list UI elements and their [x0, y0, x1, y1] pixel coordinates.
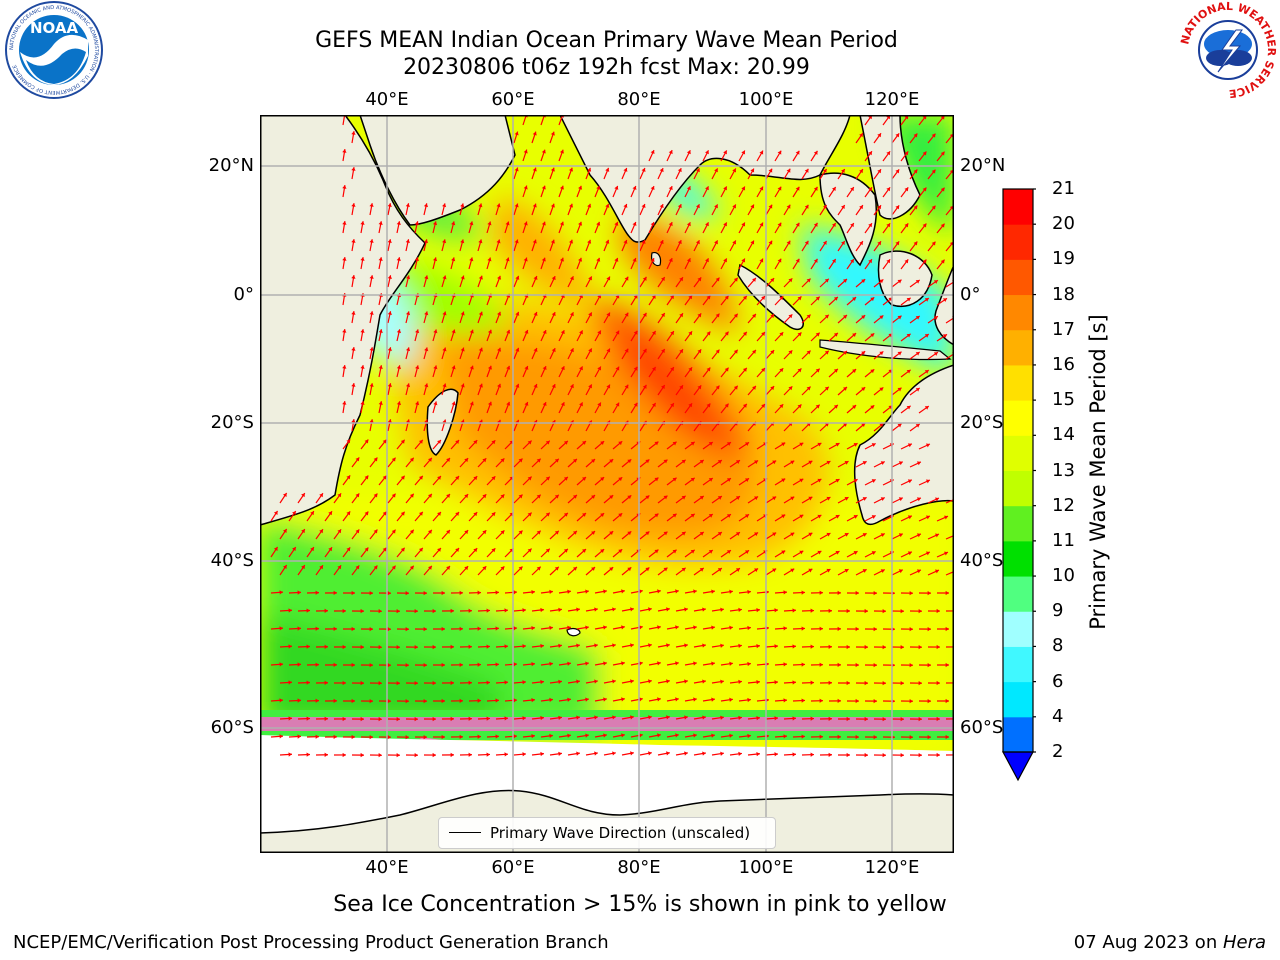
- footer-date: 07 Aug 2023 on Hera: [1074, 933, 1266, 953]
- lon-label-bottom-40e: 40°E: [365, 857, 409, 878]
- legend-label: Primary Wave Direction (unscaled): [490, 824, 751, 842]
- title-line-2: 20230806 t06z 192h fcst Max: 20.99: [403, 55, 810, 80]
- colorbar-tick-label: 18: [1052, 283, 1075, 305]
- lon-label-top-60e: 60°E: [491, 89, 535, 110]
- footer-date-text: 07 Aug 2023 on: [1073, 932, 1223, 953]
- colorbar-tick-label: 11: [1052, 529, 1075, 551]
- map-legend: Primary Wave Direction (unscaled): [438, 817, 776, 849]
- lat-label-left-60s: 60°S: [210, 717, 254, 738]
- sumatra-landmass: [737, 263, 804, 331]
- colorbar-tick-label: 17: [1052, 318, 1075, 340]
- colorbar-band: [1003, 646, 1033, 683]
- lon-label-top-100e: 100°E: [738, 89, 794, 110]
- colorbar-tick-label: 10: [1052, 565, 1075, 587]
- colorbar-tick-label: 20: [1052, 213, 1075, 235]
- colorbar-tick-label: 2: [1052, 741, 1064, 762]
- lat-label-right-20n: 20°N: [960, 155, 1006, 176]
- colorbar-tick-label: 21: [1052, 178, 1075, 199]
- lat-label-right-20s: 20°S: [960, 412, 1004, 433]
- footer-machine: Hera: [1222, 932, 1266, 953]
- lat-label-left-0: 0°: [233, 284, 254, 305]
- colorbar-band: [1003, 505, 1033, 542]
- noaa-logo-text: NOAA: [30, 19, 79, 37]
- colorbar-band: [1003, 224, 1033, 260]
- lon-label-bottom-80e: 80°E: [617, 857, 661, 878]
- colorbar-band: [1003, 681, 1033, 718]
- colorbar: [1001, 188, 1036, 782]
- colorbar-band: [1003, 611, 1033, 647]
- lon-label-bottom-100e: 100°E: [738, 857, 794, 878]
- title-line-1: GEFS MEAN Indian Ocean Primary Wave Mean…: [315, 28, 898, 53]
- lat-label-left-40s: 40°S: [210, 550, 254, 571]
- colorbar-tick-label: 8: [1052, 635, 1064, 657]
- wave-period-map: [260, 115, 954, 853]
- footer-branch: NCEP/EMC/Verification Post Processing Pr…: [13, 932, 609, 953]
- colorbar-tick-label: 12: [1052, 494, 1075, 516]
- lon-label-top-120e: 120°E: [864, 89, 920, 110]
- colorbar-band: [1003, 540, 1033, 577]
- colorbar-tick-label: 19: [1052, 248, 1075, 270]
- colorbar-tick-label: 9: [1052, 600, 1064, 622]
- colorbar-tick-label: 6: [1052, 670, 1064, 692]
- wave-direction-arrows: [270, 115, 954, 758]
- colorbar-band: [1003, 716, 1033, 753]
- colorbar-band: [1003, 189, 1033, 225]
- lon-label-bottom-120e: 120°E: [864, 857, 920, 878]
- colorbar-band: [1003, 364, 1033, 401]
- lat-label-left-20n: 20°N: [208, 155, 254, 176]
- colorbar-tick-label: 16: [1052, 353, 1075, 375]
- legend-line-icon: [449, 832, 481, 833]
- noaa-logo-icon: NATIONAL OCEANIC AND ATMOSPHERIC ADMINIS…: [5, 1, 103, 99]
- colorbar-band: [1003, 329, 1033, 366]
- colorbar-band: [1003, 259, 1033, 296]
- arabia-landmass: [359, 115, 516, 226]
- lon-label-bottom-60e: 60°E: [491, 857, 535, 878]
- nws-logo-icon: NATIONAL WEATHER SERVICE: [1178, 0, 1278, 100]
- colorbar-tick-label: 4: [1052, 705, 1064, 727]
- colorbar-band: [1003, 576, 1033, 612]
- colorbar-band: [1003, 470, 1033, 507]
- colorbar-band: [1003, 294, 1033, 331]
- colorbar-tick-labels: 2 4 6 8 9 10 11 12 13 14 15 16 17 18 19 20 21: [1052, 0, 1112, 960]
- colorbar-band: [1003, 400, 1033, 436]
- lat-label-right-60s: 60°S: [960, 717, 1004, 738]
- colorbar-extend-triangle: [1001, 751, 1035, 782]
- lat-label-right-0: 0°: [960, 284, 981, 305]
- colorbar-band: [1003, 435, 1033, 471]
- kerguelen-island: [566, 627, 581, 637]
- lon-label-top-40e: 40°E: [365, 89, 409, 110]
- australia-landmass: [853, 364, 954, 526]
- graticule: [260, 115, 954, 853]
- colorbar-tick-label: 13: [1052, 459, 1075, 481]
- map-border: [260, 115, 954, 853]
- colorbar-tick-label: 15: [1052, 389, 1075, 411]
- lat-label-right-40s: 40°S: [960, 550, 1004, 571]
- lon-label-top-80e: 80°E: [617, 89, 661, 110]
- colorbar-label: Primary Wave Mean Period [s]: [1086, 314, 1110, 630]
- sea-ice-caption: Sea Ice Concentration > 15% is shown in …: [333, 892, 947, 917]
- lat-label-left-20s: 20°S: [210, 412, 254, 433]
- colorbar-tick-label: 14: [1052, 424, 1075, 446]
- map-panel: Primary Wave Direction (unscaled): [260, 115, 954, 853]
